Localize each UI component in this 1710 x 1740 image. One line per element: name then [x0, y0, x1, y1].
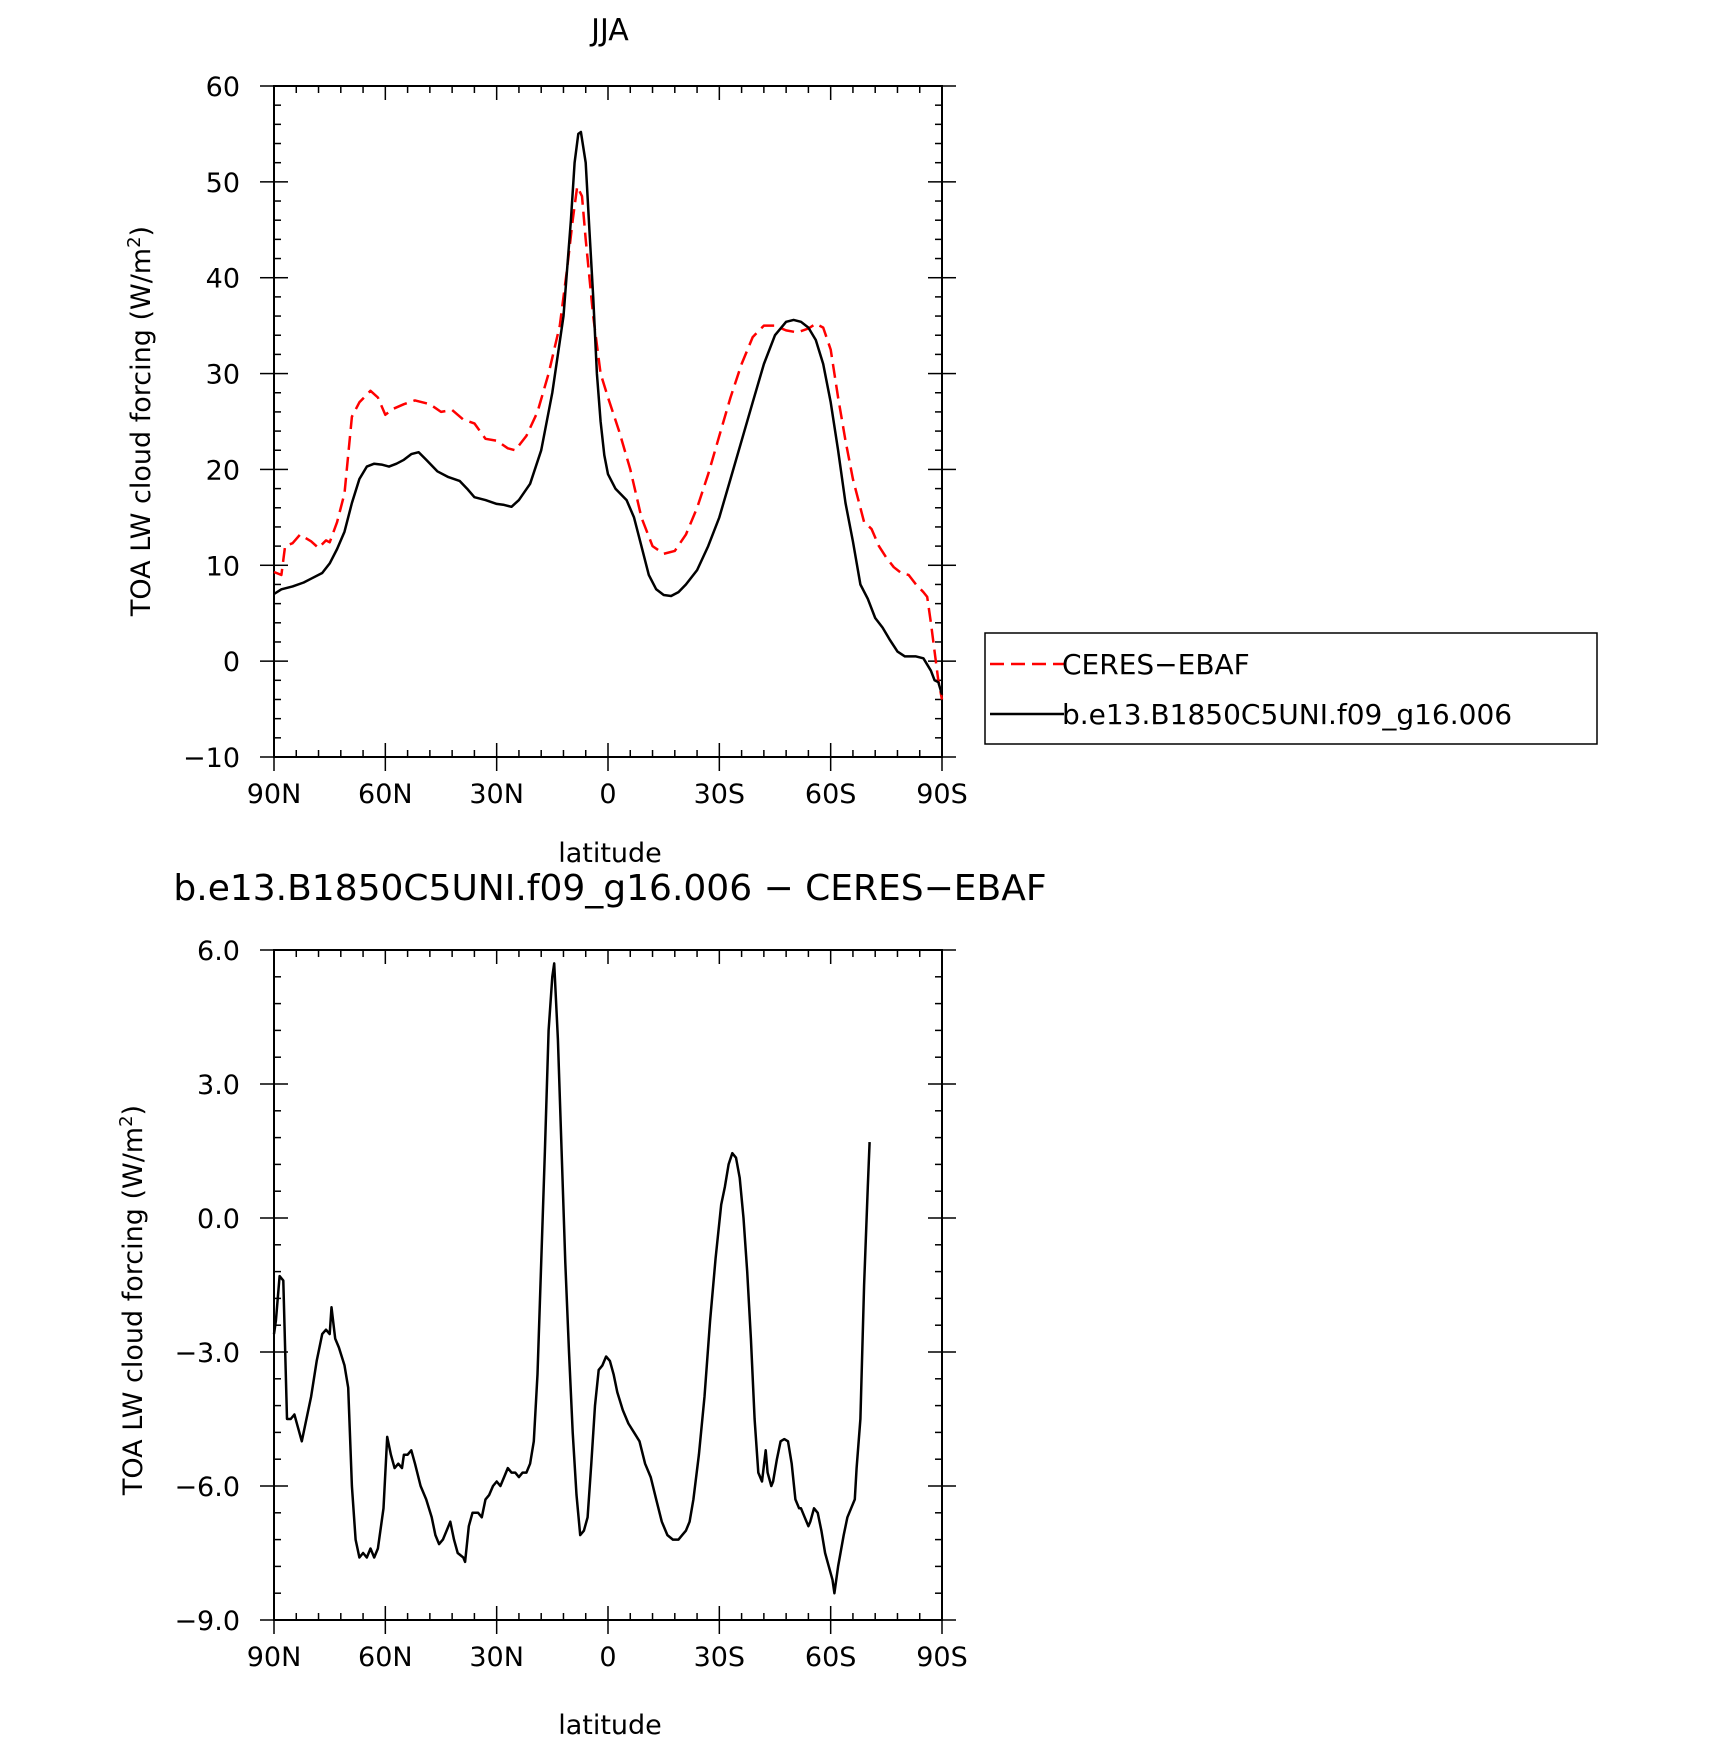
bottom-x-tick-label: 30N — [469, 1642, 524, 1673]
top-chart-xlabel: latitude — [558, 838, 662, 869]
bottom-chart-ylabel-text: TOA LW cloud forcing (W/m — [118, 1127, 149, 1496]
top-chart-title: JJA — [589, 13, 629, 48]
top-series-line-1 — [273, 130, 944, 696]
legend-box — [984, 632, 1598, 745]
top-y-tick-label: 0 — [223, 647, 240, 678]
top-chart-ylabel: TOA LW cloud forcing (W/m2) — [124, 226, 157, 617]
top-y-tick-label: 30 — [206, 360, 240, 391]
bottom-chart-ylabel: TOA LW cloud forcing (W/m2) — [116, 1105, 149, 1496]
bottom-chart-ylabel-close: ) — [118, 1105, 149, 1116]
bottom-y-tick-label: 0.0 — [197, 1204, 240, 1235]
bottom-x-tick-label: 60N — [358, 1642, 413, 1673]
top-y-tick-label: 60 — [206, 72, 240, 103]
top-x-tick-label: 90S — [916, 779, 968, 810]
bottom-chart-title: b.e13.B1850C5UNI.f09_g16.006 − CERES−EBA… — [173, 868, 1046, 909]
bottom-series-line-0 — [272, 962, 871, 1595]
bottom-x-tick-label: 90N — [247, 1642, 302, 1673]
top-x-tick-label: 30S — [694, 779, 746, 810]
top-x-tick-label: 0 — [599, 779, 616, 810]
bottom-x-tick-label: 0 — [599, 1642, 616, 1673]
top-x-tick-label: 30N — [469, 779, 524, 810]
top-y-tick-label: −10 — [183, 743, 240, 774]
bottom-y-tick-label: −6.0 — [174, 1472, 240, 1503]
top-series-line-0 — [273, 185, 944, 700]
bottom-y-tick-label: 6.0 — [197, 936, 240, 967]
bottom-plot-frame — [273, 949, 943, 1621]
legend-label-0: CERES−EBAF — [1062, 648, 1250, 681]
top-x-tick-label: 60S — [805, 779, 857, 810]
bottom-y-tick-label: −3.0 — [174, 1338, 240, 1369]
bottom-chart-xlabel: latitude — [558, 1710, 662, 1740]
top-chart-ylabel-sup: 2 — [124, 236, 145, 247]
top-plot-frame — [273, 85, 943, 758]
top-y-tick-label: 10 — [206, 551, 240, 582]
bottom-y-tick-label: −9.0 — [174, 1606, 240, 1637]
top-chart: JJA TOA LW cloud forcing (W/m2) latitude… — [124, 13, 968, 869]
bottom-x-tick-label: 60S — [805, 1642, 857, 1673]
top-chart-ylabel-text: TOA LW cloud forcing (W/m — [126, 248, 157, 617]
bottom-chart-ylabel-sup: 2 — [116, 1115, 137, 1126]
legend-label-1: b.e13.B1850C5UNI.f09_g16.006 — [1062, 698, 1512, 731]
bottom-x-tick-label: 90S — [916, 1642, 968, 1673]
bottom-chart: b.e13.B1850C5UNI.f09_g16.006 − CERES−EBA… — [116, 868, 1047, 1740]
bottom-x-tick-label: 30S — [694, 1642, 746, 1673]
top-chart-ylabel-close: ) — [126, 226, 157, 237]
top-x-tick-label: 90N — [247, 779, 302, 810]
bottom-y-tick-label: 3.0 — [197, 1070, 240, 1101]
top-y-tick-label: 20 — [206, 455, 240, 486]
top-y-tick-label: 50 — [206, 168, 240, 199]
legend: CERES−EBAF b.e13.B1850C5UNI.f09_g16.006 — [984, 632, 1598, 745]
top-y-tick-label: 40 — [206, 264, 240, 295]
top-x-tick-label: 60N — [358, 779, 413, 810]
